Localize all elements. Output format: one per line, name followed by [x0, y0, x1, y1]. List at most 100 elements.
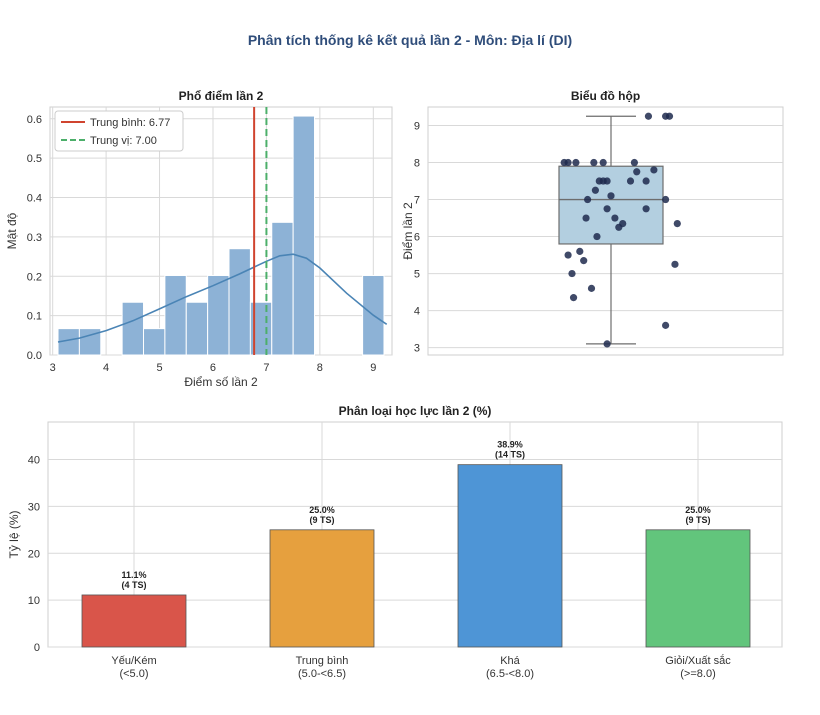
- hist-bar: [292, 115, 316, 356]
- hist-legend-median-label: Trung vị: 7.00: [90, 135, 157, 147]
- box-data-point: [572, 158, 580, 167]
- cls-x-tick-name: Khá: [500, 655, 520, 667]
- hist-title: Phổ điểm lần 2: [179, 89, 264, 103]
- hist-x-tick-label: 4: [103, 362, 109, 374]
- cls-x-tick-name: Trung bình: [296, 655, 349, 667]
- hist-xlabel: Điểm số lần 2: [184, 375, 258, 389]
- box-data-point: [650, 166, 658, 174]
- cls-bar-count-label: (9 TS): [309, 515, 334, 525]
- box-data-point: [582, 214, 590, 222]
- box-data-point: [580, 257, 588, 265]
- box-data-point: [569, 294, 578, 302]
- box-data-point: [642, 177, 650, 185]
- box-data-point: [590, 158, 598, 167]
- hist-y-tick-label: 0.6: [27, 114, 42, 126]
- hist-x-tick-label: 3: [50, 362, 56, 374]
- box-data-point: [564, 251, 572, 259]
- box-data-point: [626, 177, 635, 185]
- box-data-point: [673, 219, 681, 228]
- hist-bar: [78, 328, 102, 356]
- box-ylabel: Điểm lần 2: [401, 202, 415, 260]
- cls-y-tick-label: 30: [28, 501, 40, 513]
- box-y-tick-label: 6: [414, 232, 420, 244]
- hist-y-tick-label: 0.5: [27, 153, 42, 165]
- histogram-chart: 3 4 5 6 7 8 9 0.0 0.1 0.2 0.3 0.4 0.5 0.6 Trung bình: …: [5, 89, 393, 389]
- box-y-tick-label: 9: [414, 121, 420, 133]
- cls-x-tick-range: (6.5-<8.0): [486, 668, 534, 680]
- box-data-point: [568, 269, 576, 278]
- hist-y-tick-label: 0.1: [27, 311, 42, 323]
- box-data-point: [633, 168, 641, 176]
- box-data-point: [603, 340, 611, 348]
- box-data-point: [644, 112, 653, 120]
- hist-ylabel: Mật độ: [5, 212, 19, 249]
- cls-title: Phân loại học lực lần 2 (%): [339, 404, 492, 418]
- cls-bar-count-label: (9 TS): [685, 515, 710, 525]
- hist-x-tick-label: 8: [317, 362, 323, 374]
- box-data-point: [576, 247, 584, 255]
- cls-bar-pct-label: 25.0%: [309, 505, 335, 515]
- box-data-point: [591, 186, 599, 194]
- cls-bar-pct-label: 25.0%: [685, 505, 711, 515]
- hist-bar: [271, 221, 294, 356]
- cls-bar: [457, 464, 563, 648]
- hist-x-tick-label: 6: [210, 362, 216, 374]
- cls-bar: [269, 529, 375, 648]
- cls-y-tick-label: 20: [28, 548, 40, 560]
- box-y-tick-label: 4: [414, 306, 420, 318]
- hist-x-tick-label: 7: [263, 362, 269, 374]
- cls-x-tick-name: Yếu/Kém: [111, 655, 156, 667]
- cls-x-tick-name: Giỏi/Xuất sắc: [665, 654, 731, 667]
- box-data-point: [603, 205, 611, 213]
- cls-y-tick-label: 40: [28, 455, 40, 467]
- hist-y-tick-label: 0.3: [27, 232, 42, 244]
- hist-x-tick-label: 9: [370, 362, 376, 374]
- box-data-point: [642, 205, 650, 213]
- cls-bar-count-label: (4 TS): [121, 580, 146, 590]
- cls-y-tick-label: 0: [34, 642, 40, 654]
- box-data-point: [599, 158, 607, 167]
- box-data-point: [564, 158, 572, 167]
- box-y-tick-label: 7: [414, 195, 420, 207]
- box-y-tick-label: 5: [414, 269, 420, 281]
- hist-x-tick-label: 5: [156, 362, 162, 374]
- box-title: Biểu đồ hộp: [571, 89, 640, 103]
- hist-y-tick-label: 0.4: [27, 193, 42, 205]
- box-data-point: [665, 112, 674, 120]
- cls-ylabel: Tỷ lệ (%): [7, 510, 21, 558]
- hist-bar: [143, 328, 166, 356]
- box-data-point: [584, 195, 592, 204]
- box-data-point: [611, 214, 619, 222]
- box-data-point: [587, 284, 596, 292]
- cls-bar-pct-label: 11.1%: [121, 570, 146, 580]
- hist-legend-mean-label: Trung bình: 6.77: [90, 117, 170, 129]
- cls-y-tick-label: 10: [28, 595, 40, 607]
- hist-kde-curve: [57, 253, 388, 343]
- box-y-tick-label: 8: [414, 158, 420, 170]
- hist-legend-box: [54, 110, 184, 152]
- box-data-point: [607, 192, 615, 200]
- cls-bar-pct-label: 38.9%: [497, 440, 523, 450]
- box-data-point: [662, 321, 670, 329]
- box-data-point: [662, 195, 670, 204]
- boxplot-chart: 3 4 5 6 7 8 9 Biểu đồ hộp Điểm lần 2: [401, 89, 784, 356]
- suptitle: Phân tích thống kê kết quả lần 2 - Môn: …: [247, 32, 573, 48]
- hist-bar: [185, 301, 209, 356]
- box-data-point: [619, 219, 627, 228]
- cls-x-tick-range: (<5.0): [119, 668, 148, 680]
- cls-x-tick-range: (5.0-<6.5): [298, 668, 346, 680]
- hist-bar: [164, 274, 187, 356]
- hist-y-tick-label: 0.0: [27, 350, 42, 362]
- box-data-point: [630, 158, 638, 167]
- cls-bar: [645, 529, 751, 648]
- box-y-tick-label: 3: [414, 343, 420, 355]
- hist-bar: [228, 248, 251, 356]
- hist-y-tick-label: 0.2: [27, 271, 42, 283]
- box-data-point: [603, 177, 611, 185]
- box-data-point: [593, 232, 601, 241]
- cls-x-tick-range: (>=8.0): [680, 668, 715, 680]
- hist-bar: [121, 301, 145, 356]
- cls-bar: [81, 594, 187, 648]
